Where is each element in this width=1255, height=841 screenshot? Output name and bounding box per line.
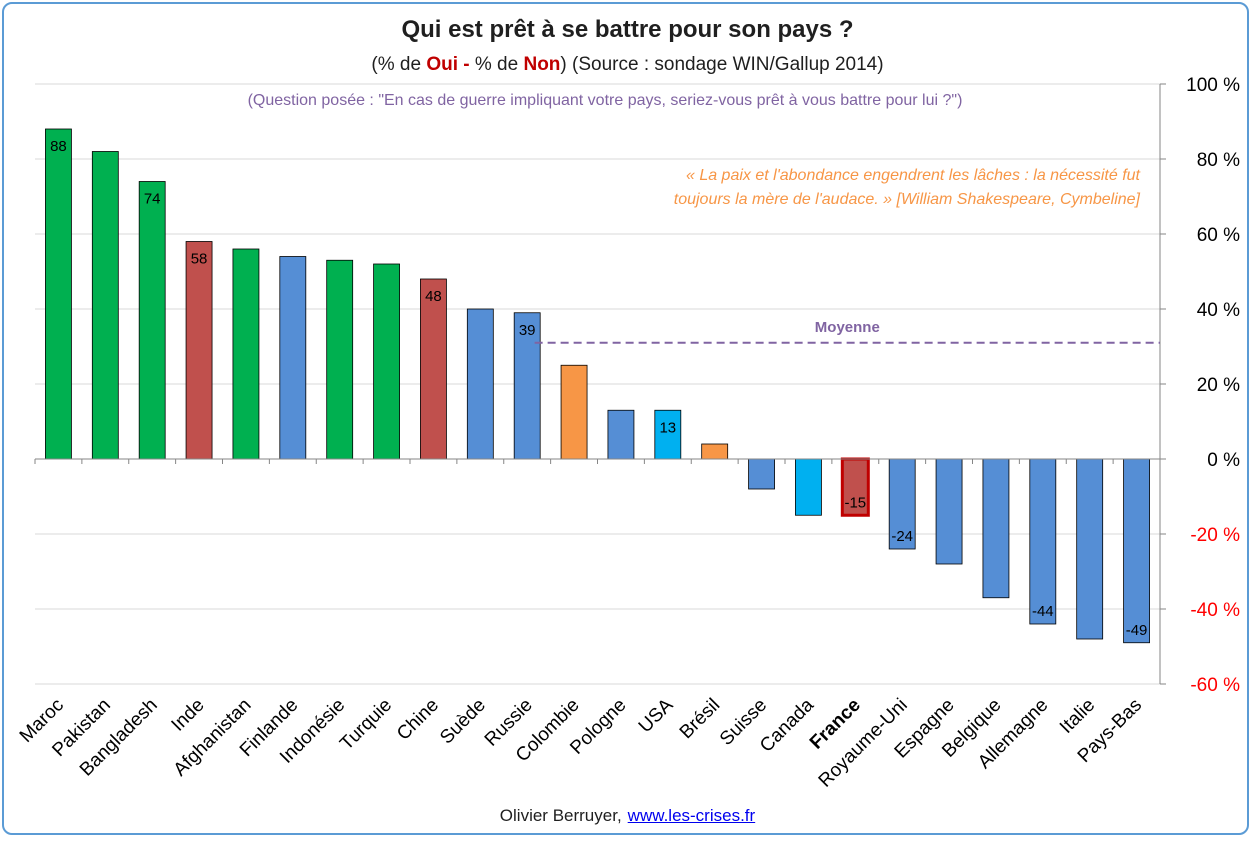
chart-subtitle: (% de Oui - % de Non) (Source : sondage …: [0, 54, 1255, 76]
bar-russie: [513, 312, 541, 460]
data-label: 48: [425, 288, 442, 305]
x-category-label: Inde: [168, 695, 209, 736]
y-tick-label: 20 %: [1197, 375, 1240, 396]
subtitle-mid: % de: [469, 54, 524, 75]
y-tick-label: 80 %: [1197, 150, 1240, 171]
x-category-label: Turquie: [336, 695, 396, 755]
y-tick-label: -60 %: [1190, 675, 1240, 696]
subtitle-oui: Oui -: [426, 54, 470, 75]
data-label: -24: [891, 528, 913, 545]
chart-title: Qui est prêt à se battre pour son pays ?: [401, 16, 854, 43]
x-category-label: Chine: [393, 695, 443, 745]
bar-colombie: [560, 364, 588, 460]
y-tick-label: 60 %: [1197, 225, 1240, 246]
data-label: 88: [50, 138, 67, 155]
y-tick-label: -40 %: [1190, 600, 1240, 621]
quote-line-1: « La paix et l'abondance engendrent les …: [685, 167, 1140, 184]
bar-allemagne: [1029, 458, 1057, 625]
bar-maroc: [45, 128, 72, 460]
bar-royaume-uni: [888, 458, 916, 550]
bar-su-de: [466, 308, 494, 460]
x-category-label: Suède: [436, 695, 490, 749]
data-label: 58: [191, 251, 208, 268]
bar-chine: [420, 278, 447, 460]
data-label: 39: [519, 322, 536, 339]
subtitle-post: ) (Source : sondage WIN/Gallup 2014): [560, 54, 884, 75]
data-label: 74: [144, 191, 161, 208]
y-tick-label: 40 %: [1197, 300, 1240, 321]
footer-author: Olivier Berruyer,: [499, 806, 622, 825]
quote-line-2: toujours la mère de l'audace. » [William…: [673, 191, 1140, 208]
bar-indon-sie: [326, 259, 354, 460]
subtitle-pre: (% de: [371, 54, 427, 75]
data-label: 13: [659, 419, 676, 436]
bar-br-sil: [701, 443, 729, 460]
bar-pakistan: [91, 151, 119, 460]
subtitle-non: Non: [523, 54, 561, 75]
data-label: -44: [1032, 603, 1054, 620]
bar-italie: [1076, 458, 1104, 640]
x-category-label: USA: [635, 694, 678, 737]
bar-turquie: [373, 263, 400, 460]
bar-usa: [654, 409, 682, 460]
bar-pays-bas: [1123, 458, 1150, 644]
x-category-label: Italie: [1056, 695, 1099, 738]
footer-link[interactable]: www.les-crises.fr: [627, 806, 756, 825]
bar-bangladesh: [138, 181, 166, 460]
y-tick-label: -20 %: [1190, 525, 1240, 546]
data-label: -49: [1126, 622, 1148, 639]
footer: Olivier Berruyer, www.les-crises.fr: [0, 806, 1255, 826]
bar-belgique: [982, 458, 1010, 599]
average-label: Moyenne: [815, 319, 880, 336]
bar-espagne: [935, 458, 963, 565]
bar-canada: [795, 458, 822, 516]
y-tick-label: 0 %: [1207, 450, 1240, 471]
shakespeare-quote: « La paix et l'abondance engendrent les …: [560, 164, 1140, 212]
bar-suisse: [748, 458, 775, 490]
bar-afghanistan: [232, 248, 260, 460]
bar-pologne: [607, 409, 635, 460]
bar-inde: [185, 241, 213, 460]
survey-question: (Question posée : "En cas de guerre impl…: [247, 92, 963, 109]
bar-finlande: [279, 256, 307, 460]
data-label: -15: [844, 494, 866, 511]
x-category-label: Canada: [756, 694, 818, 756]
y-tick-label: 100 %: [1186, 75, 1240, 96]
